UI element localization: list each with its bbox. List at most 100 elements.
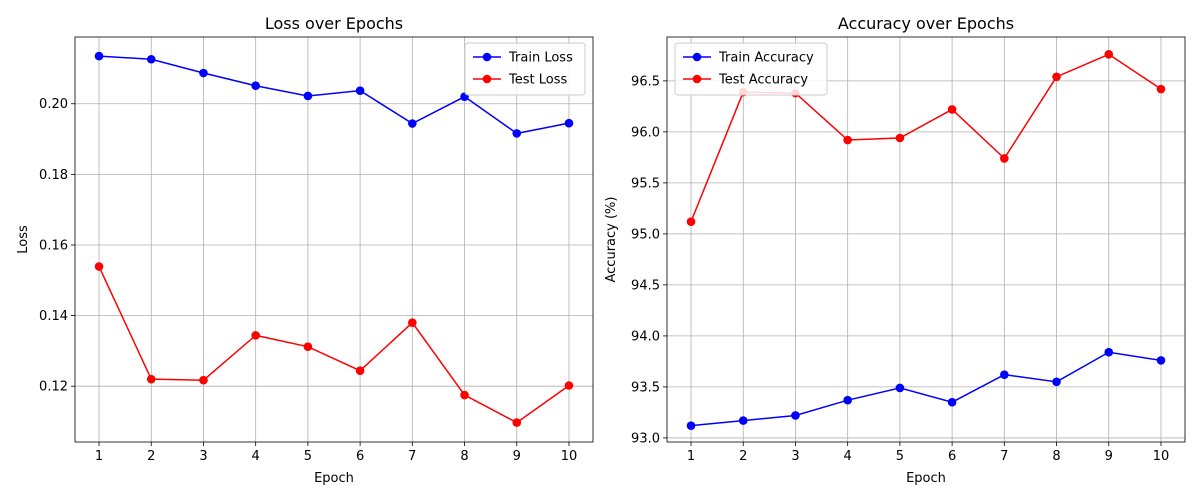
y-axis-label: Accuracy (%) (604, 197, 619, 283)
axes-frame (666, 36, 1186, 443)
y-tick-label: 95.0 (631, 227, 660, 242)
x-tick-label: 2 (147, 449, 155, 464)
legend-swatch-marker (692, 74, 702, 84)
data-point (199, 375, 208, 385)
data-point (408, 318, 417, 327)
y-tick-label: 96.5 (631, 74, 660, 89)
data-point (947, 105, 957, 114)
legend-box (464, 42, 586, 96)
x-tick-label: 7 (408, 449, 416, 464)
chart-title: Accuracy over Epochs (838, 14, 1014, 33)
data-point (251, 81, 260, 91)
x-tick-label: 3 (791, 449, 799, 464)
data-point (355, 366, 365, 375)
x-tick-label: 9 (1105, 449, 1113, 464)
x-tick-label: 2 (739, 449, 747, 464)
x-tick-label: 1 (95, 449, 103, 464)
legend-swatch-marker (482, 74, 492, 84)
x-tick-label: 5 (896, 449, 904, 464)
legend-label: Test Accuracy (718, 73, 808, 88)
y-tick-label: 96.0 (631, 125, 660, 140)
data-point (843, 135, 852, 145)
y-tick-label: 93.0 (631, 431, 660, 446)
data-point (146, 374, 156, 384)
legend-label: Test Loss (508, 73, 567, 88)
data-point (895, 133, 905, 143)
y-tick-label: 0.14 (39, 309, 68, 324)
x-tick-label: 7 (1000, 449, 1008, 464)
data-point (94, 262, 104, 271)
y-tick-label: 0.20 (39, 97, 68, 112)
data-point (303, 91, 313, 101)
x-tick-label: 1 (687, 449, 695, 464)
data-point (686, 217, 696, 226)
data-point (1052, 377, 1061, 387)
series-train-accuracy (686, 347, 1166, 430)
data-point (1104, 50, 1114, 59)
data-point (94, 51, 104, 61)
legend: Train Accuracy Test Accuracy (674, 42, 828, 96)
data-point (512, 129, 522, 138)
x-tick-label: 5 (304, 449, 312, 464)
x-tick-label: 10 (561, 449, 578, 464)
series-line (98, 55, 570, 135)
axes-frame (74, 36, 594, 443)
data-point (199, 68, 208, 78)
data-point (947, 397, 957, 407)
series-train-loss (94, 51, 574, 138)
data-point (146, 54, 156, 64)
data-point (564, 381, 574, 390)
chart-title: Loss over Epochs (265, 14, 403, 33)
x-axis-label: Epoch (906, 471, 946, 486)
data-point (1000, 154, 1009, 163)
grid (75, 37, 593, 442)
x-axis-label: Epoch (314, 471, 354, 486)
legend-swatch-marker (692, 52, 702, 62)
y-tick-label: 95.5 (631, 176, 660, 191)
data-point (408, 119, 417, 128)
data-point (512, 418, 522, 427)
y-tick-label: 0.18 (39, 168, 68, 183)
data-point (1156, 356, 1166, 365)
data-point (738, 416, 748, 425)
y-tick-label: 94.5 (631, 278, 660, 293)
chart-2: 1 2 3 4 5 6 7 8 9 10 93.0 93.5 94.0 94.5 95.0 95.5 96.0 9… (604, 14, 1186, 486)
legend-label: Train Accuracy (718, 51, 814, 66)
data-point (686, 421, 696, 430)
y-tick-label: 0.12 (39, 380, 68, 395)
data-point (460, 390, 469, 400)
legend-label: Train Loss (508, 51, 573, 66)
data-point (1156, 84, 1166, 94)
data-point (564, 118, 574, 128)
series-line (98, 266, 570, 424)
x-tick-label: 9 (513, 449, 521, 464)
data-point (355, 86, 365, 95)
x-tick-label: 6 (948, 449, 956, 464)
x-tick-label: 3 (199, 449, 207, 464)
series-test-loss (94, 262, 574, 427)
x-tick-label: 8 (1052, 449, 1060, 464)
y-axis-label: Loss (16, 225, 31, 254)
legend-box (674, 42, 828, 96)
x-tick-label: 8 (460, 449, 468, 464)
y-tick-label: 93.5 (631, 380, 660, 395)
x-tick-label: 6 (356, 449, 364, 464)
chart-1: 1 2 3 4 5 6 7 8 9 10 0.12 0.14 0.16 0.18 0.20 Loss over… (16, 14, 594, 486)
series-line (690, 351, 1162, 427)
legend-swatch-marker (482, 52, 492, 62)
data-point (303, 342, 313, 351)
data-point (1052, 72, 1061, 82)
x-tick-label: 4 (252, 449, 260, 464)
data-point (251, 331, 260, 340)
data-point (895, 383, 905, 393)
grid (667, 37, 1185, 442)
data-point (1000, 370, 1009, 379)
data-point (791, 411, 800, 420)
y-tick-label: 94.0 (631, 329, 660, 344)
x-tick-label: 10 (1153, 449, 1170, 464)
legend: Train Loss Test Loss (464, 42, 586, 96)
data-point (1104, 347, 1114, 357)
data-point (843, 395, 852, 405)
x-tick-label: 4 (844, 449, 852, 464)
